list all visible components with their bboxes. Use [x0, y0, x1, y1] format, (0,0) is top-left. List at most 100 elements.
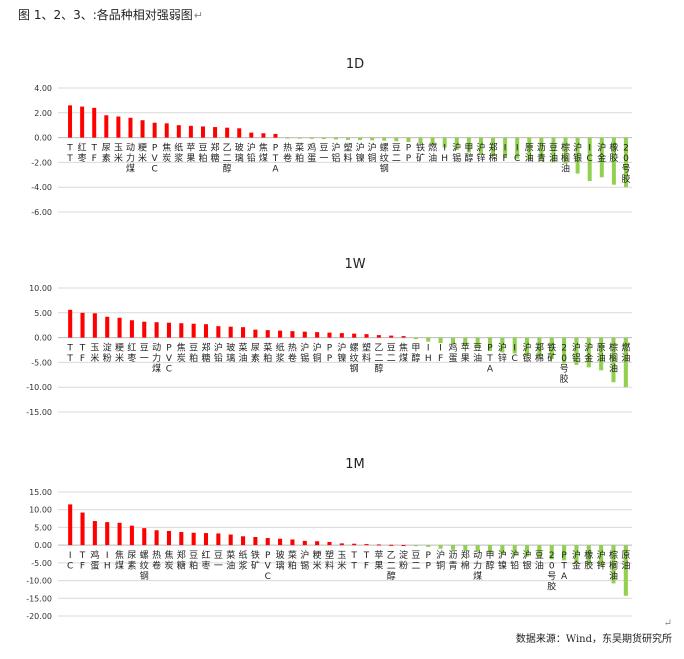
bar	[438, 337, 443, 344]
y-tick-label: 0.00	[34, 541, 52, 550]
data-source-text: 数据来源：Wind，东吴期货研究所	[515, 634, 672, 645]
category-label: 燃油	[621, 342, 630, 365]
bar	[575, 137, 580, 174]
bar	[500, 545, 505, 554]
category-label: 沪金	[597, 142, 606, 165]
bar	[503, 137, 508, 158]
category-label: 焦炭	[177, 342, 186, 365]
bar	[216, 533, 221, 546]
bar	[261, 133, 266, 138]
bar	[105, 522, 110, 546]
category-label: 豆二	[411, 550, 420, 571]
category-label: 沪铝	[572, 342, 581, 365]
category-label: 乙二醇	[223, 143, 232, 175]
bar	[278, 330, 283, 338]
bar	[512, 545, 517, 556]
bar	[315, 541, 320, 546]
bar	[364, 334, 369, 338]
bar	[241, 327, 246, 338]
y-tick-label: 0.00	[34, 134, 52, 143]
bar	[116, 116, 121, 138]
bar	[128, 117, 133, 138]
bar	[401, 336, 406, 338]
bar	[623, 545, 628, 596]
category-label: 豆粕	[189, 343, 198, 365]
bar	[450, 545, 455, 550]
category-label: 纸浆	[174, 142, 183, 165]
bar	[80, 312, 85, 338]
bar	[401, 544, 406, 546]
bar	[253, 536, 258, 546]
category-label: 沪锡	[300, 549, 309, 571]
bar	[339, 543, 344, 546]
bar	[216, 326, 221, 338]
category-label: 热卷	[288, 342, 297, 365]
category-label: 沪金	[572, 549, 581, 571]
category-label: 燃油	[428, 142, 437, 165]
category-label: 淀粉	[103, 342, 112, 365]
chart-1w-svg: 1W 10.00 5.00 0.00 -5.00 -10.00 -15.00 T T T F玉米淀粉…	[26, 257, 632, 417]
bar	[562, 545, 567, 561]
category-label: 沪铜	[436, 549, 445, 571]
category-label: 纸浆	[239, 549, 248, 571]
bar	[68, 504, 73, 546]
category-label: 鸡蛋	[90, 549, 99, 571]
category-label: 红枣	[201, 549, 210, 571]
category-label: 沪锌	[597, 549, 606, 571]
bar	[290, 331, 295, 338]
category-label: 鸡蛋	[448, 342, 457, 365]
category-label: 玉米	[114, 143, 123, 165]
bar	[466, 137, 471, 153]
category-label: 郑糖	[177, 549, 186, 571]
y-tick-label: 5.00	[34, 309, 52, 318]
bar	[92, 313, 97, 338]
category-label: 乙二醇	[387, 550, 396, 582]
category-label: 沥青	[537, 143, 546, 165]
category-label: 沪金	[584, 342, 593, 365]
return-mark-icon: ↵	[193, 9, 203, 22]
category-label: 郑糖	[201, 342, 210, 365]
category-label: 沪铜	[313, 342, 322, 365]
bar	[413, 545, 418, 547]
bar	[80, 512, 85, 546]
category-label: 苹果	[374, 549, 383, 571]
category-label: 粳米	[313, 549, 322, 571]
bar	[309, 137, 314, 139]
y-tick-label: -2.00	[31, 158, 52, 167]
bar	[551, 137, 556, 163]
bar	[426, 337, 431, 342]
bar	[406, 137, 411, 142]
category-label: 红枣	[78, 142, 87, 165]
category-label: 粳米	[115, 342, 124, 365]
category-label: 沪铅	[247, 142, 256, 165]
category-label: 沪锡	[452, 142, 461, 165]
bar	[478, 137, 483, 155]
bar	[92, 521, 97, 546]
bar	[68, 105, 73, 138]
bar	[164, 123, 169, 138]
category-label: 豆二	[387, 343, 396, 365]
category-label: 焦煤	[115, 549, 124, 571]
bar	[213, 127, 218, 138]
bar	[188, 125, 193, 138]
bar	[475, 545, 480, 552]
bar	[203, 324, 209, 338]
category-label: 动力煤	[473, 550, 482, 582]
bar	[539, 137, 544, 162]
category-label: 沪银	[523, 342, 532, 365]
category-label: 玉米	[90, 343, 99, 365]
category-label: 热卷	[152, 549, 161, 571]
bar	[253, 329, 258, 338]
bar	[599, 137, 604, 178]
bar	[574, 337, 579, 365]
bar	[394, 137, 399, 142]
category-label: 沪锌	[476, 142, 485, 165]
category-label: 2 0 号胶	[560, 344, 569, 386]
bar	[382, 137, 387, 141]
